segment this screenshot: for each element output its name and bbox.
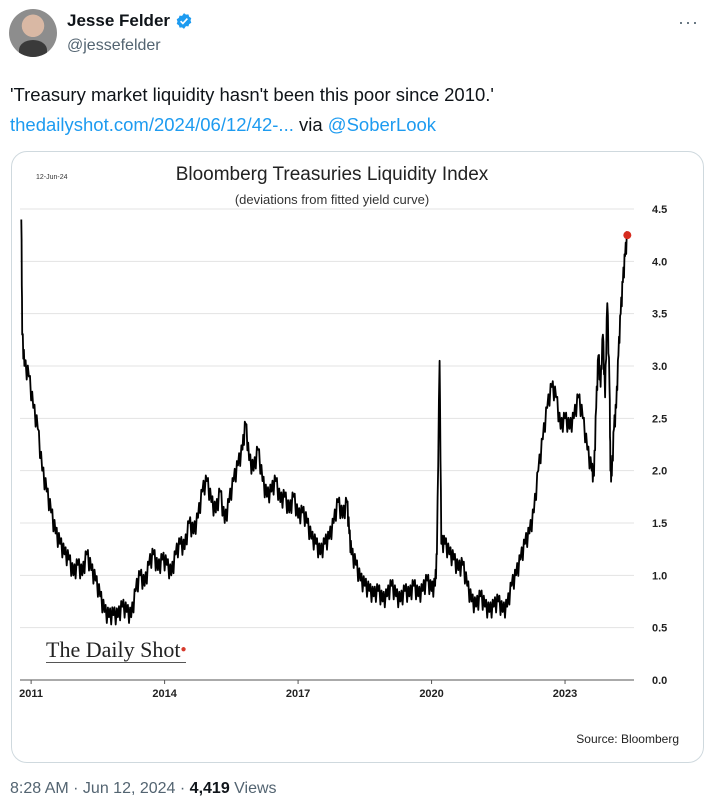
via-text: via xyxy=(293,114,328,135)
series-line xyxy=(20,219,629,626)
brand-text: The Daily Shot xyxy=(46,637,181,662)
chart-title: Bloomberg Treasuries Liquidity Index xyxy=(175,164,489,185)
x-tick-label: 2011 xyxy=(19,688,43,700)
x-tick-label: 2020 xyxy=(419,688,443,700)
tweet-link-line: thedailyshot.com/2024/06/12/42-... via @… xyxy=(10,110,700,140)
verified-badge-icon xyxy=(175,12,193,30)
x-tick-label: 2023 xyxy=(553,688,577,700)
y-tick-label: 0.5 xyxy=(652,623,667,635)
chart-date-stamp: 12-Jun-24 xyxy=(36,174,68,181)
tweet-text: 'Treasury market liquidity hasn't been t… xyxy=(10,80,700,140)
avatar[interactable] xyxy=(9,9,57,57)
liquidity-chart: 0.0 0.5 1.0 1.5 2.0 2.5 3.0 3.5 4.0 4.5 2011 2014 20… xyxy=(19,204,667,700)
y-tick-label: 3.5 xyxy=(652,309,667,321)
y-tick-label: 2.5 xyxy=(652,413,667,425)
y-tick-label: 2.0 xyxy=(652,466,667,478)
article-link[interactable]: thedailyshot.com/2024/06/12/42-... xyxy=(10,114,294,135)
x-tick-label: 2017 xyxy=(286,688,310,700)
tweet-footer: 8:28 AM · Jun 12, 2024 · 4,419 Views xyxy=(10,780,277,798)
mention-link[interactable]: @SoberLook xyxy=(327,114,437,135)
x-tick-label: 2014 xyxy=(152,688,177,700)
daily-shot-logo: The Daily Shot● xyxy=(46,637,187,663)
chart-image-card[interactable]: 0.0 0.5 1.0 1.5 2.0 2.5 3.0 3.5 4.0 4.5 2011 2014 20… xyxy=(11,151,704,763)
y-tick-label: 4.5 xyxy=(652,204,667,216)
y-tick-label: 0.0 xyxy=(652,675,667,687)
author-row: Jesse Felder xyxy=(67,11,193,31)
y-tick-label: 3.0 xyxy=(652,361,667,373)
more-options-icon[interactable]: ··· xyxy=(678,12,699,32)
last-point-marker xyxy=(623,231,632,240)
views-label: Views xyxy=(229,780,277,797)
tweet-quote: 'Treasury market liquidity hasn't been t… xyxy=(10,84,494,105)
views-count: 4,419 xyxy=(189,780,230,797)
chart-subtitle: (deviations from fitted yield curve) xyxy=(234,192,430,207)
author-handle[interactable]: @jessefelder xyxy=(67,37,161,54)
y-tick-label: 1.5 xyxy=(652,518,667,530)
y-tick-label: 1.0 xyxy=(652,570,667,582)
author-display-name[interactable]: Jesse Felder xyxy=(67,11,171,30)
chart-source: Source: Bloomberg xyxy=(576,732,679,746)
y-tick-label: 4.0 xyxy=(652,256,667,268)
tweet-timestamp[interactable]: 8:28 AM · Jun 12, 2024 · xyxy=(10,780,190,797)
